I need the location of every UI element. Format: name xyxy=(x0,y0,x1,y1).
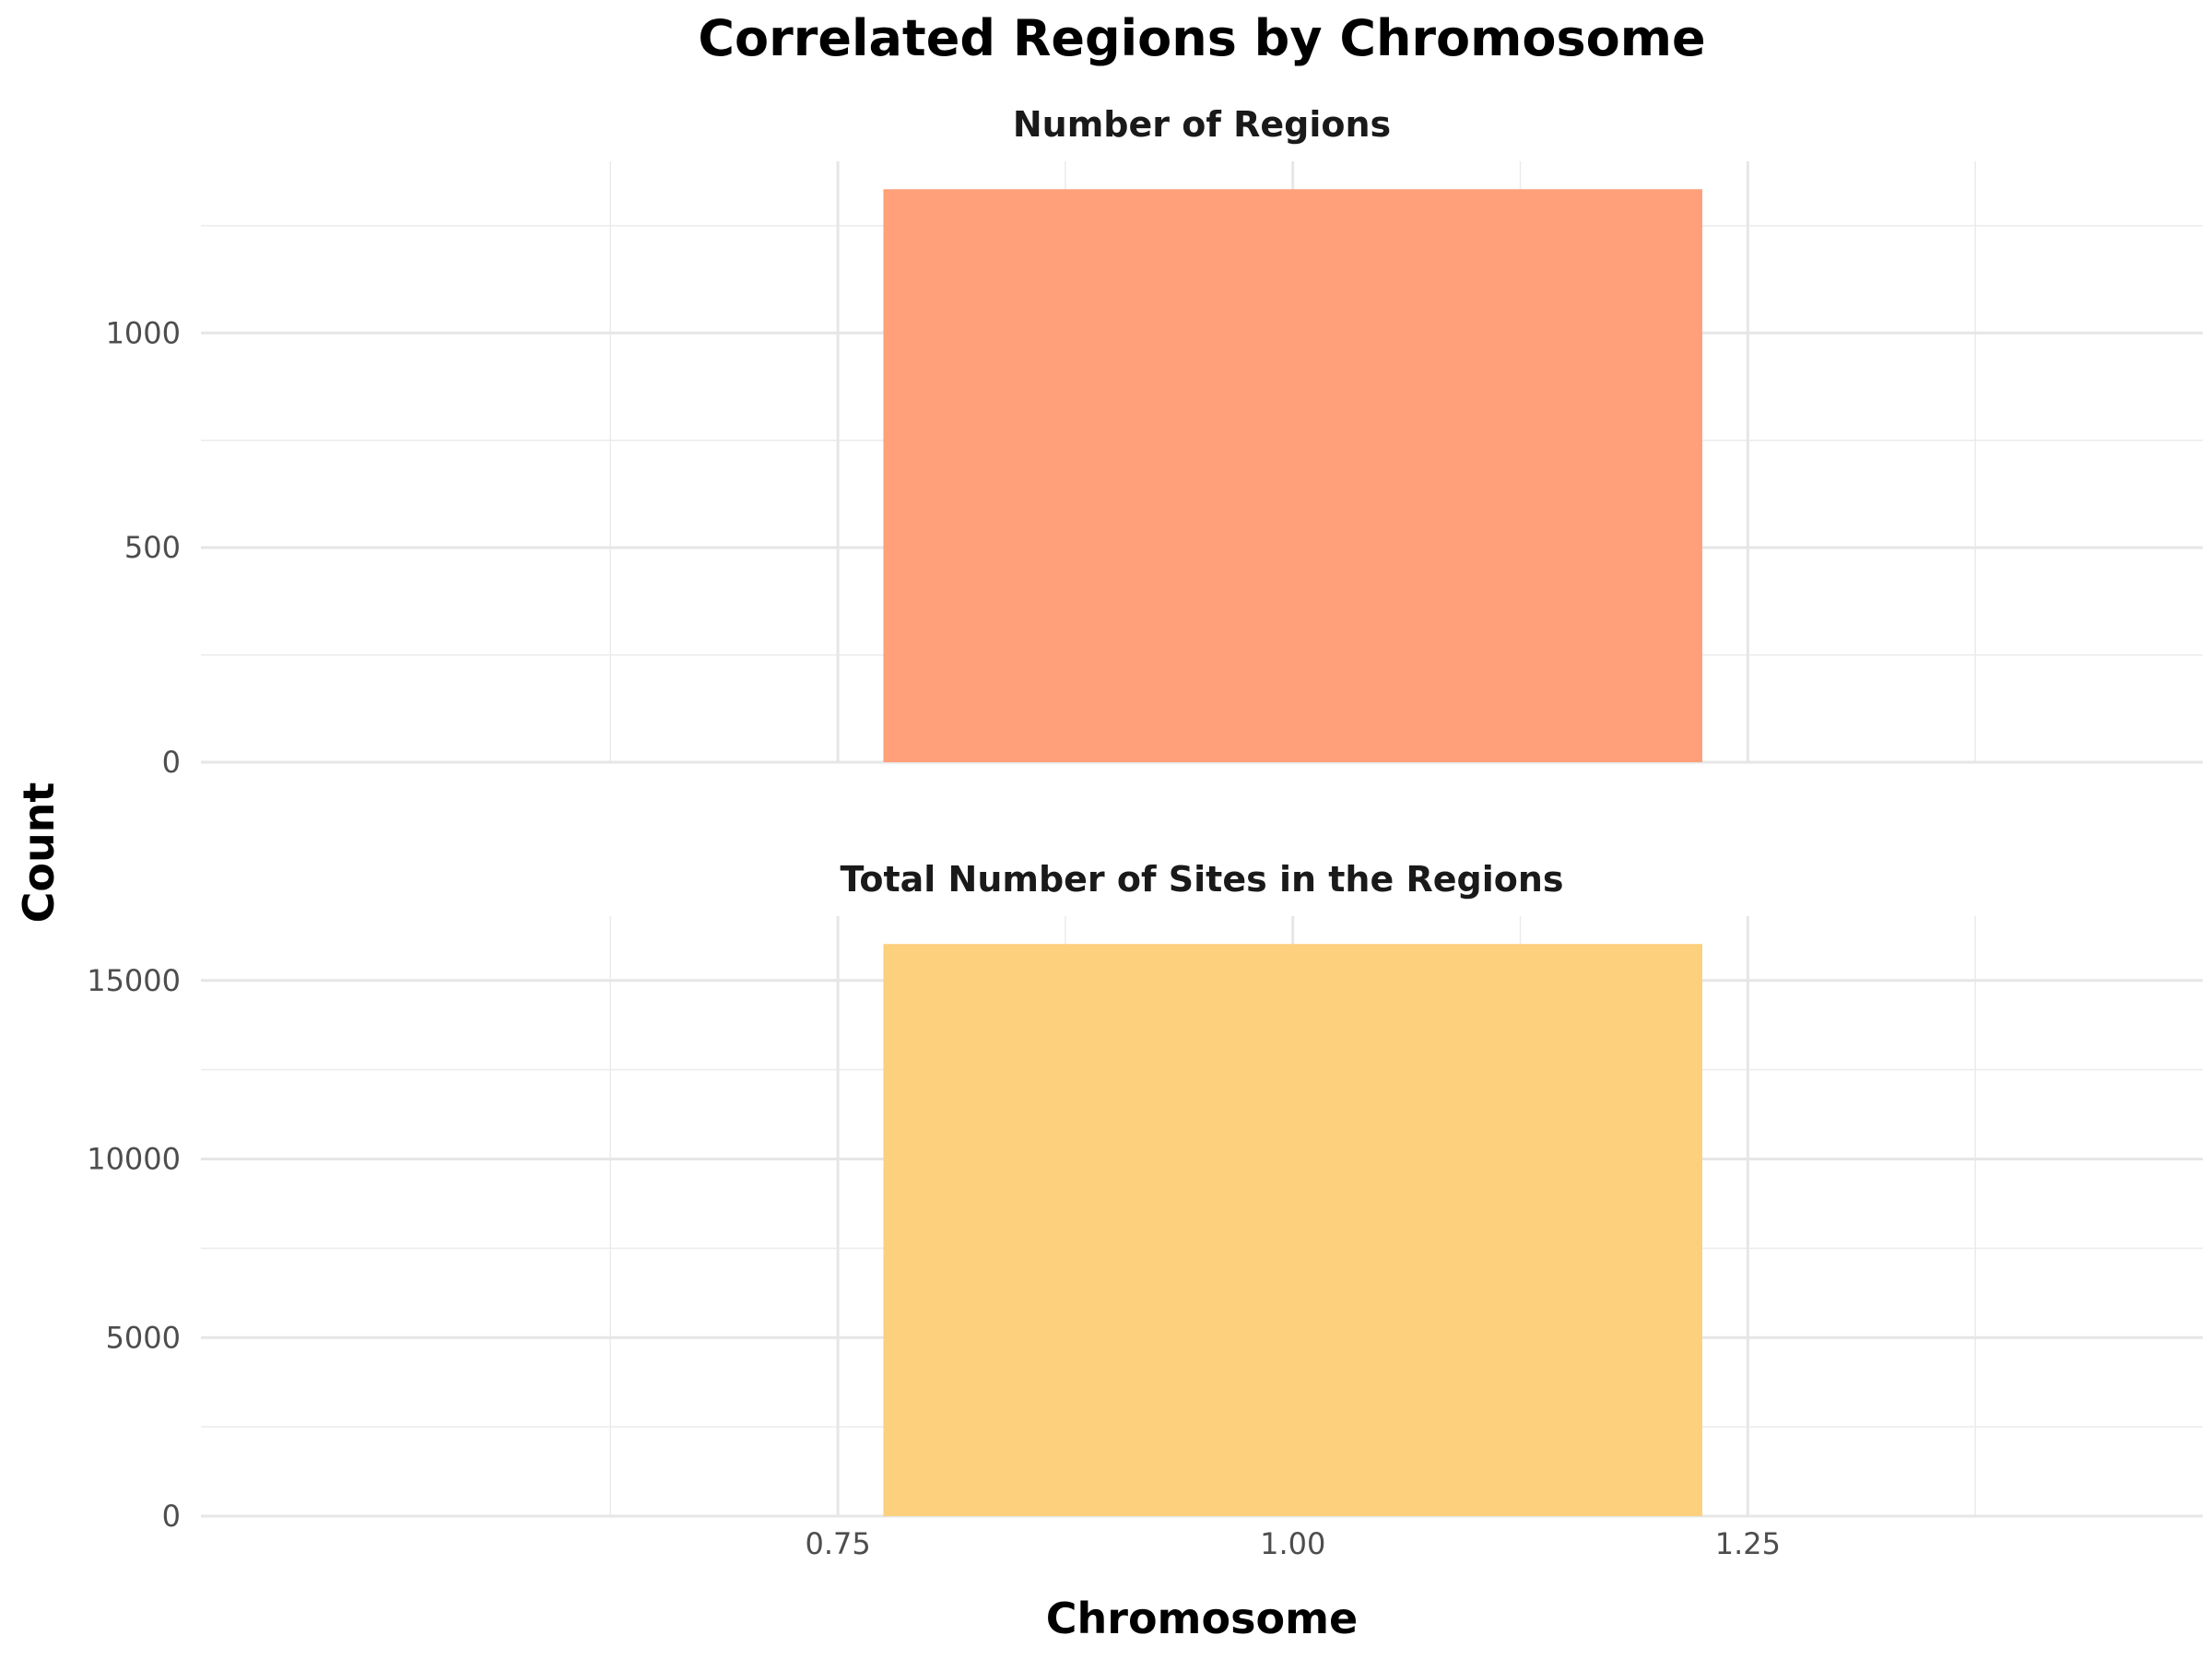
y-tick-label: 15000 xyxy=(87,963,181,998)
x-tick-label: 0.75 xyxy=(805,1526,870,1561)
chart-title: Correlated Regions by Chromosome xyxy=(698,9,1705,67)
x-tick-label: 1.25 xyxy=(1715,1526,1781,1561)
panel-title-sites: Total Number of Sites in the Regions xyxy=(840,859,1563,900)
y-axis-title: Count xyxy=(14,782,64,924)
x-axis: 0.75 1.00 1.25 xyxy=(805,1526,1781,1561)
x-tick-label: 1.00 xyxy=(1260,1526,1325,1561)
panel-sites: 0 5000 10000 15000 xyxy=(87,916,2203,1534)
y-tick-label: 0 xyxy=(162,1499,181,1534)
y-tick-label: 5000 xyxy=(106,1320,181,1355)
y-tick-label: 500 xyxy=(124,530,181,565)
y-tick-label: 1000 xyxy=(106,315,181,350)
x-axis-title: Chromosome xyxy=(1046,1594,1358,1643)
y-tick-label: 0 xyxy=(162,745,181,780)
bar-regions xyxy=(883,189,1702,762)
y-tick-label: 10000 xyxy=(87,1142,181,1177)
panel-title-regions: Number of Regions xyxy=(1013,104,1391,145)
bar-sites xyxy=(883,944,1702,1516)
panel-regions: 0 500 1000 xyxy=(106,161,2203,780)
